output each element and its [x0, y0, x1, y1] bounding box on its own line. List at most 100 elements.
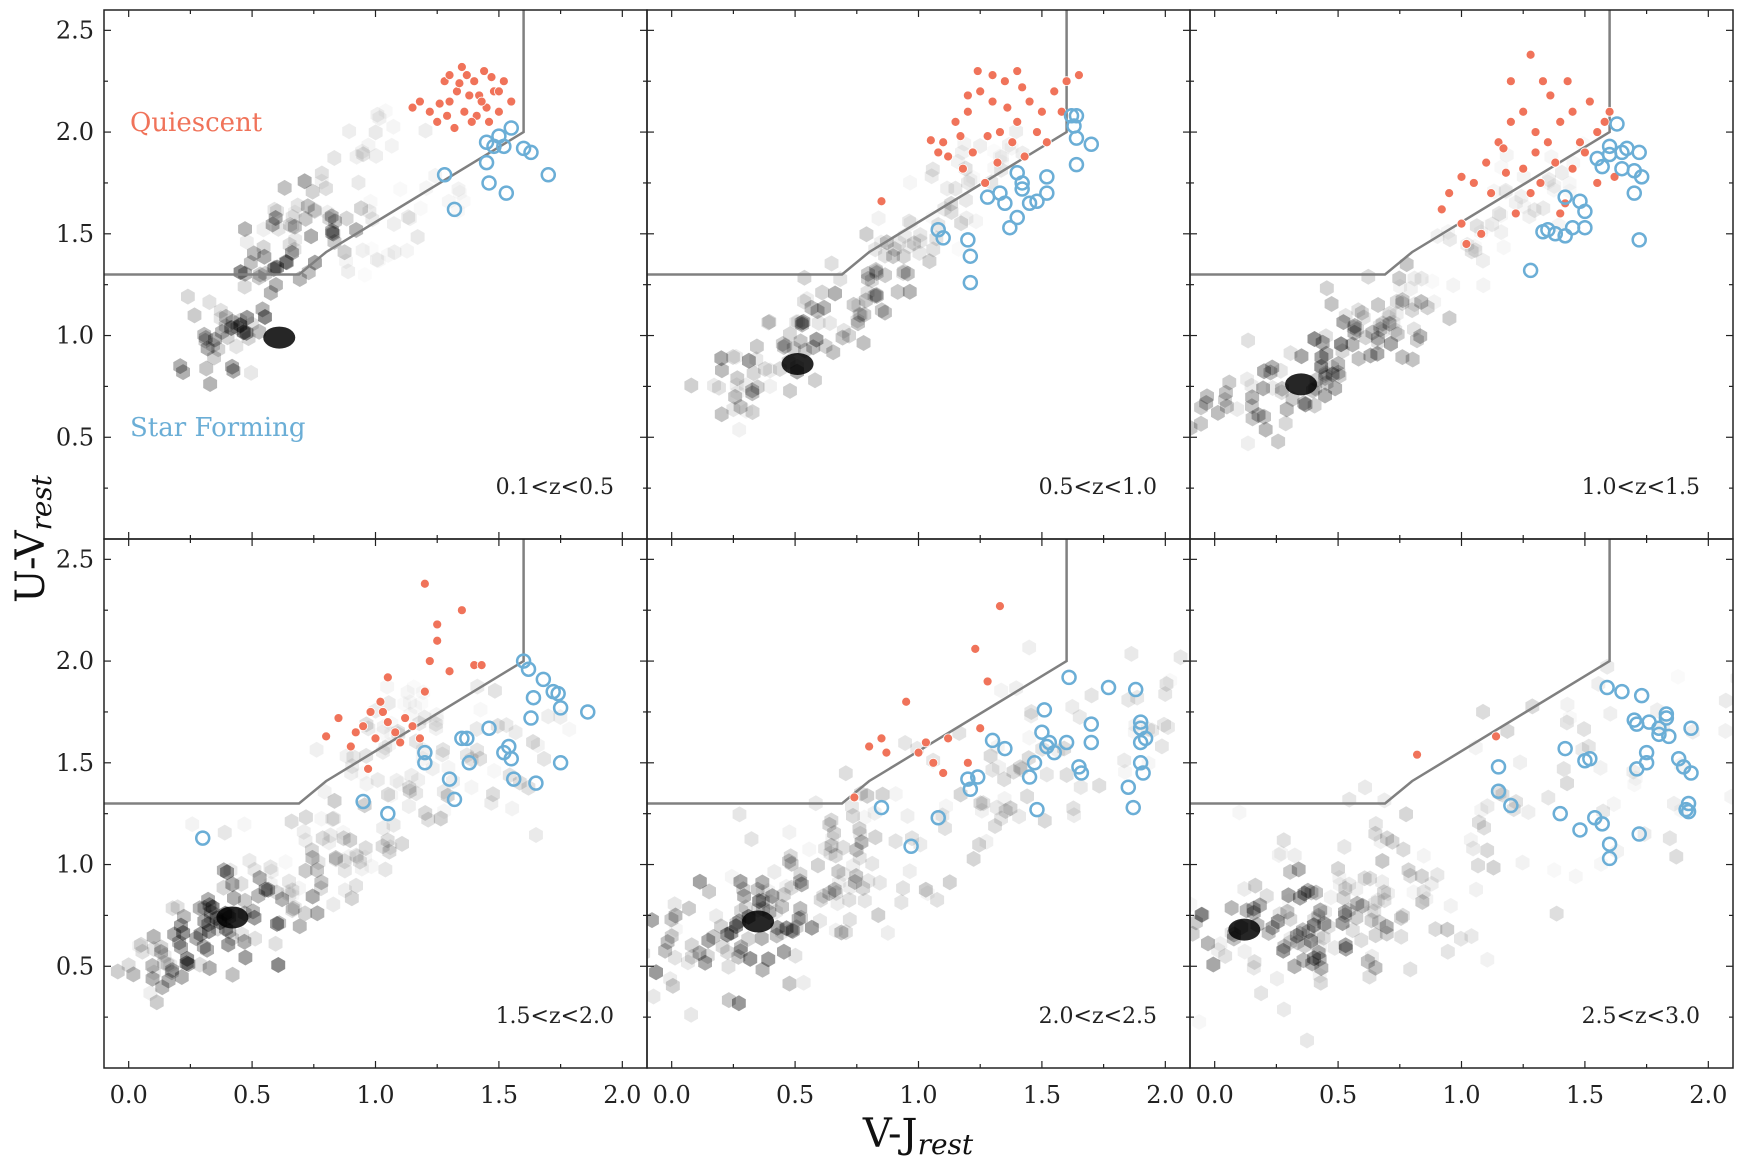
density-hexbin: [474, 702, 488, 718]
density-hexbin: [869, 265, 884, 281]
quiescent-point: [459, 106, 470, 117]
quiescent-point: [928, 757, 939, 768]
density-hexbin: [370, 251, 384, 268]
density-hexbin: [189, 930, 204, 947]
density-hexbin: [900, 808, 915, 824]
density-hexbin: [1155, 738, 1169, 755]
star-forming-point: [580, 704, 596, 720]
density-hexbin: [1351, 302, 1366, 319]
y-tick-label: 0.5: [56, 952, 94, 980]
density-hexbin: [1354, 932, 1369, 949]
density-hexbin: [761, 882, 776, 899]
density-hexbin: [1428, 921, 1443, 938]
density-hexbin: [298, 832, 313, 849]
density-hexbin: [307, 202, 322, 219]
density-hexbin: [729, 915, 744, 932]
density-hexbin: [1073, 779, 1088, 796]
star-forming-point: [1125, 799, 1141, 816]
density-hexbin: [1547, 178, 1562, 194]
star-forming-point: [1680, 803, 1697, 820]
density-hexbin: [362, 203, 377, 220]
density-hexbin: [997, 771, 1012, 788]
density-hexbin: [813, 912, 827, 929]
density-hexbin: [778, 337, 793, 354]
density-hexbin: [285, 882, 300, 899]
density-hexbin: [339, 748, 354, 765]
density-hexbin: [843, 879, 858, 896]
density-hexbin: [258, 881, 273, 898]
quiescent-point: [1604, 106, 1615, 117]
density-hexbin: [793, 900, 808, 917]
quiescent-point: [1580, 147, 1590, 158]
quiescent-point: [1555, 117, 1566, 127]
density-hexbin: [1092, 777, 1107, 794]
star-forming-point: [1628, 716, 1645, 732]
density-hexbin: [310, 862, 324, 879]
y-tick-label: 2.5: [56, 545, 94, 573]
quiescent-point: [1012, 66, 1023, 76]
density-hexbin: [288, 231, 303, 248]
density-hexbin: [1251, 407, 1266, 423]
density-hexbin: [192, 900, 207, 917]
density-hexbin: [714, 918, 728, 935]
density-hexbin: [800, 291, 814, 307]
quiescent-point: [382, 672, 393, 683]
star-forming-point: [515, 653, 532, 669]
density-hexbin: [983, 748, 998, 764]
density-hexbin: [1349, 881, 1364, 898]
quiescent-point: [958, 163, 968, 174]
density-hexbin: [806, 339, 821, 356]
density-hexbin: [647, 947, 651, 960]
density-hexbin: [551, 931, 565, 947]
density-hexbin: [307, 202, 322, 218]
density-hexbin: [684, 937, 699, 954]
density-hexbin: [237, 933, 252, 950]
density-hexbin: [1332, 368, 1347, 384]
x-tick-label: 1.5: [1566, 1081, 1604, 1109]
density-hexbin: [732, 995, 746, 1012]
density-hexbin: [1471, 857, 1485, 874]
quiescent-point: [876, 733, 887, 744]
density-hexbin: [1272, 906, 1287, 923]
density-hexbin: [227, 890, 241, 907]
density-hexbin: [1220, 398, 1234, 415]
density-hexbin: [994, 810, 1008, 827]
density-hexbin: [1009, 123, 1024, 140]
density-hexbin: [203, 904, 218, 920]
density-hexbin: [729, 348, 743, 365]
density-hexbin: [707, 377, 721, 394]
density-hexbin: [256, 239, 271, 256]
density-hexbin: [261, 881, 276, 898]
density-hexbin: [234, 875, 249, 892]
density-hexbin: [1318, 365, 1333, 382]
density-hexbin: [1347, 324, 1362, 341]
density-hexbin: [926, 241, 941, 258]
density-hexbin: [664, 928, 679, 945]
density-hexbin: [1258, 421, 1273, 438]
density-hexbin: [1195, 906, 1210, 923]
density-hexbin: [763, 378, 777, 395]
density-hexbin: [1321, 918, 1336, 935]
density-hexbin: [270, 915, 284, 932]
density-hexbin: [896, 248, 911, 265]
density-hexbin: [204, 909, 218, 926]
density-hexbin: [272, 915, 287, 932]
density-hexbin: [244, 316, 259, 333]
density-hexbin: [1331, 364, 1346, 381]
density-hexbin: [342, 123, 357, 140]
quiescent-point: [1575, 137, 1585, 148]
density-hexbin: [202, 960, 217, 977]
density-hexbin: [649, 964, 663, 981]
density-hexbin: [1256, 380, 1270, 397]
density-hexbin: [265, 216, 280, 233]
star-forming-point: [454, 730, 470, 747]
density-hexbin: [1323, 889, 1338, 906]
density-hexbin: [1338, 937, 1353, 954]
star-forming-point: [960, 771, 976, 787]
density-hexbin: [145, 970, 160, 987]
density-hexbin: [508, 724, 523, 741]
star-forming-point: [1522, 262, 1539, 279]
density-hexbin: [1313, 902, 1328, 919]
density-hexbin: [1261, 925, 1276, 941]
x-tick-label: 1.5: [1023, 1081, 1061, 1109]
